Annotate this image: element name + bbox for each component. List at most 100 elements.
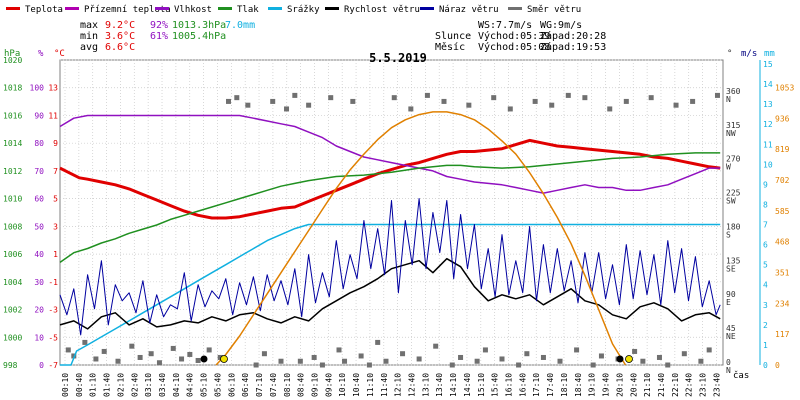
x-tick-label: 22:40	[685, 373, 694, 397]
pct-tick-label: 30	[34, 278, 44, 287]
x-tick-label: 13:10	[421, 373, 430, 397]
moon-set: Západ:19:53	[540, 41, 606, 53]
x-tick-label: 11:40	[380, 373, 389, 397]
legend-swatch	[420, 7, 434, 10]
hpa-tick-label: 998	[3, 361, 18, 370]
hpa-tick-label: 1012	[3, 167, 22, 176]
temp-tick-label: 3	[53, 222, 58, 231]
deg-tick-label: 90	[726, 290, 736, 299]
x-tick-label: 19:40	[602, 373, 611, 397]
deg-tick-dir: SW	[726, 197, 736, 206]
wind-direction-point	[137, 354, 143, 360]
wind-direction-point	[342, 358, 348, 364]
x-tick-label: 18:10	[560, 373, 569, 397]
temp-tick-label: -1	[48, 278, 58, 287]
ms-tick-label: 1	[763, 341, 768, 350]
wind-direction-point	[698, 358, 704, 364]
deg-tick-dir: W	[726, 163, 731, 172]
wind-direction-point	[297, 358, 303, 364]
legend-label: Vlhkost	[174, 5, 212, 15]
wind-direction-point	[284, 106, 290, 112]
deg-tick-label: 180	[726, 222, 741, 231]
temp-tick-label: 1	[53, 250, 58, 259]
stats-max-label: max	[80, 20, 98, 31]
legend-swatch	[508, 7, 522, 10]
solar-tick-label: 585	[775, 207, 790, 216]
ms-tick-label: 2	[763, 321, 768, 330]
sunset-marker-icon	[625, 355, 633, 363]
wind-direction-point	[391, 95, 397, 101]
hpa-tick-label: 1000	[3, 333, 22, 342]
temp-tick-label: 9	[53, 139, 58, 148]
legend-label: Teplota	[25, 5, 63, 15]
x-tick-label: 03:10	[144, 373, 153, 397]
stats-min-label: min	[80, 31, 98, 42]
wind-direction-point	[261, 351, 267, 357]
wind-direction-point	[319, 362, 325, 368]
stats-min-press: 1005.4hPa	[172, 31, 226, 42]
wind-direction-point	[156, 360, 162, 366]
wind-direction-point	[358, 353, 364, 359]
x-tick-label: 14:40	[463, 373, 472, 397]
wind-direction-point	[245, 102, 251, 108]
stats-max-press: 1013.3hPa	[172, 20, 226, 31]
pct-tick-label: 0	[39, 361, 44, 370]
ms-tick-label: 7	[763, 221, 768, 230]
x-tick-label: 04:40	[186, 373, 195, 397]
x-tick-label: 21:10	[643, 373, 652, 397]
wind-direction-point	[598, 353, 604, 359]
wind-direction-point	[557, 358, 563, 364]
x-tick-label: 16:40	[518, 373, 527, 397]
legend-swatch	[65, 7, 79, 10]
x-tick-label: 10:10	[338, 373, 347, 397]
hpa-tick-label: 1018	[3, 84, 22, 93]
wind-direction-point	[466, 102, 472, 108]
moon-label: Měsíc	[435, 41, 465, 53]
hpa-tick-label: 1016	[3, 111, 22, 120]
pct-tick-label: 70	[34, 167, 44, 176]
solar-tick-label: 0	[775, 361, 780, 370]
wind-direction-point	[375, 339, 381, 345]
x-tick-label: 19:10	[588, 373, 597, 397]
ms-tick-label: 14	[763, 80, 773, 89]
wind-direction-point	[540, 354, 546, 360]
wind-direction-point	[292, 92, 298, 98]
hpa-tick-label: 1014	[3, 139, 22, 148]
x-tick-label: 13:40	[435, 373, 444, 397]
pct-tick-label: 10	[34, 333, 44, 342]
wind-direction-point	[187, 351, 193, 357]
wind-direction-point	[474, 358, 480, 364]
temp-tick-label: -3	[48, 306, 58, 315]
ms-tick-label: 13	[763, 100, 773, 109]
wind-direction-point	[148, 351, 154, 357]
stats-wg: WG:9m/s	[540, 20, 582, 31]
unit-ms: m/s	[741, 49, 757, 59]
wind-direction-point	[195, 357, 201, 363]
x-tick-label: 12:10	[394, 373, 403, 397]
wind-direction-point	[491, 95, 497, 101]
deg-tick-label: 315	[726, 121, 741, 130]
wind-direction-point	[311, 354, 317, 360]
stats-min-temp: 3.6°C	[105, 31, 135, 42]
x-tick-label: 01:10	[89, 373, 98, 397]
deg-tick-dir: N	[726, 95, 731, 104]
wind-direction-points	[65, 92, 720, 368]
unit-pct: %	[38, 49, 44, 59]
deg-tick-dir: S	[726, 230, 731, 239]
pct-tick-label: 40	[34, 250, 44, 259]
series-line-teplota	[59, 138, 721, 220]
x-tick-label: 10:40	[352, 373, 361, 397]
moon-rise: Východ:05:08	[478, 41, 550, 53]
ms-tick-label: 0	[763, 361, 768, 370]
wind-direction-point	[607, 106, 613, 112]
wind-direction-point	[458, 354, 464, 360]
x-tick-label: 11:10	[366, 373, 375, 397]
solar-tick-label: 117	[775, 330, 790, 339]
wind-direction-point	[565, 92, 571, 98]
wind-direction-point	[648, 95, 654, 101]
wind-direction-point	[482, 347, 488, 353]
solar-tick-label: 351	[775, 268, 790, 277]
wind-direction-point	[640, 358, 646, 364]
pct-tick-label: 60	[34, 195, 44, 204]
wind-direction-point	[433, 343, 439, 349]
